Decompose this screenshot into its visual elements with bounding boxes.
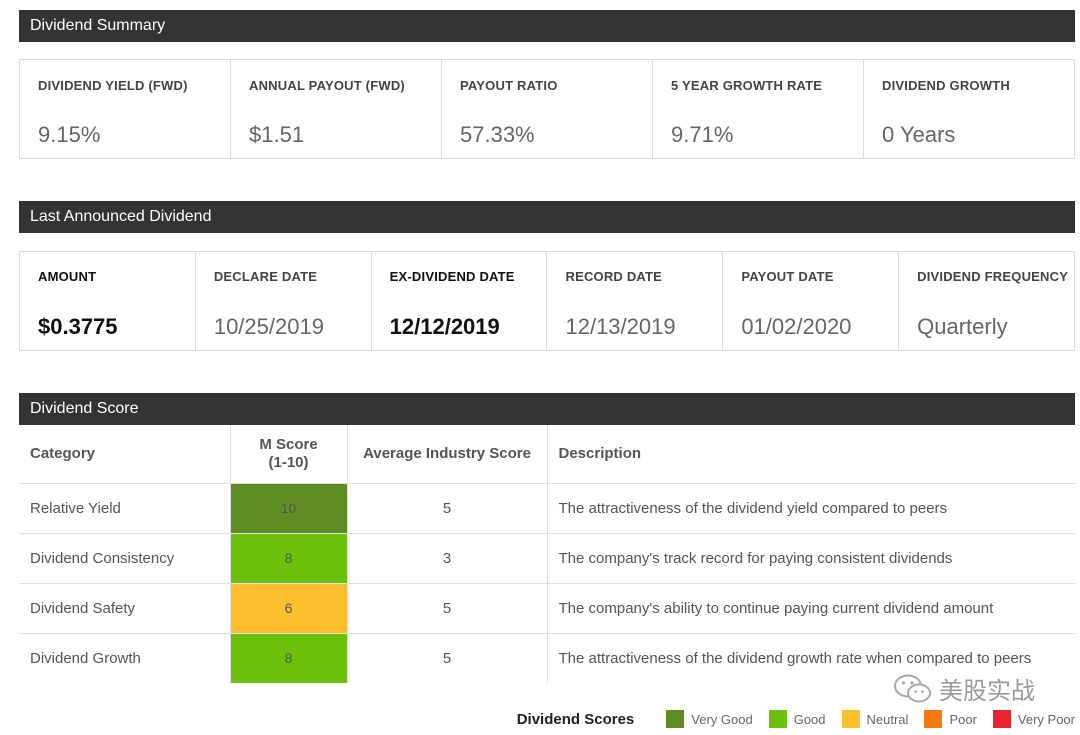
legend-label: Neutral <box>866 711 909 727</box>
stat-label: DIVIDEND FREQUENCY <box>917 269 1069 284</box>
header-m-score-line2: (1-10) <box>268 453 309 471</box>
row-category: Dividend Consistency <box>19 533 230 584</box>
row-description: The company's ability to continue paying… <box>547 583 1075 634</box>
stat-label: 5 YEAR GROWTH RATE <box>671 78 823 93</box>
legend-swatch <box>992 710 1011 728</box>
header-m-score: M Score (1-10) <box>229 425 348 484</box>
watermark-text: 美股实战 <box>939 678 1035 705</box>
legend-label: Very Poor <box>1017 711 1075 727</box>
legend-title: Dividend Scores <box>516 710 635 728</box>
stat-value: 57.33% <box>460 122 535 147</box>
legend-swatch <box>841 710 860 728</box>
row-description: The attractiveness of the dividend yield… <box>547 483 1075 534</box>
stat-label: DIVIDEND GROWTH <box>882 78 1010 93</box>
row-category: Dividend Safety <box>19 583 230 634</box>
stat-label: DECLARE DATE <box>213 269 318 284</box>
stat-value: $1.51 <box>249 122 305 147</box>
table-row: Relative Yield 10 5 The attractiveness o… <box>19 483 1075 534</box>
row-m-score: 6 <box>229 583 348 634</box>
row-m-score: 8 <box>229 633 348 683</box>
section-title: Last Announced Dividend <box>30 208 212 225</box>
stat-payout-date: PAYOUT DATE 01/02/2020 <box>723 252 900 350</box>
dividend-score-table: Category M Score (1-10) Average Industry… <box>19 425 1075 683</box>
header-category: Category <box>19 425 230 484</box>
row-m-score: 8 <box>229 533 348 584</box>
section-title: Dividend Summary <box>30 17 166 34</box>
stat-value: 12/13/2019 <box>565 314 676 339</box>
legend-label: Good <box>793 711 826 727</box>
table-header-row: Category M Score (1-10) Average Industry… <box>19 425 1075 484</box>
stat-value: 9.71% <box>671 122 734 147</box>
stat-label: DIVIDEND YIELD (FWD) <box>38 78 188 93</box>
stat-amount: AMOUNT $0.3775 <box>20 252 196 350</box>
dividend-summary-grid: DIVIDEND YIELD (FWD) 9.15% ANNUAL PAYOUT… <box>19 59 1075 159</box>
stat-value: Quarterly <box>917 314 1008 339</box>
row-category: Relative Yield <box>19 483 230 534</box>
wechat-icon <box>894 674 931 702</box>
stat-value: 0 Years <box>882 122 956 147</box>
stat-label: PAYOUT RATIO <box>460 78 558 93</box>
last-dividend-grid: AMOUNT $0.3775 DECLARE DATE 10/25/2019 E… <box>19 251 1075 351</box>
legend-item-poor: Poor <box>924 710 977 728</box>
stat-5yr-growth: 5 YEAR GROWTH RATE 9.71% <box>653 60 864 158</box>
stat-value: $0.3775 <box>38 314 118 339</box>
stat-value: 9.15% <box>38 122 101 147</box>
stat-dividend-yield: DIVIDEND YIELD (FWD) 9.15% <box>20 60 231 158</box>
legend-swatch <box>924 710 943 728</box>
stat-record-date: RECORD DATE 12/13/2019 <box>547 252 724 350</box>
row-description: The attractiveness of the dividend growt… <box>558 649 1032 667</box>
section-title: Dividend Score <box>30 400 139 417</box>
dividend-summary-header: Dividend Summary <box>19 10 1075 42</box>
stat-value: 01/02/2020 <box>741 314 852 339</box>
header-description: Description <box>547 425 1075 484</box>
table-row: Dividend Safety 6 5 The company's abilit… <box>19 583 1075 634</box>
row-average-score: 5 <box>347 583 548 634</box>
row-average-score: 5 <box>347 633 548 683</box>
row-average-score: 5 <box>347 483 548 534</box>
last-dividend-header: Last Announced Dividend <box>19 201 1075 233</box>
stat-payout-ratio: PAYOUT RATIO 57.33% <box>442 60 653 158</box>
row-category: Dividend Growth <box>30 649 141 667</box>
stat-value: 12/12/2019 <box>389 314 500 339</box>
stat-label: RECORD DATE <box>565 269 663 284</box>
watermark: 美股实战 <box>893 671 1035 706</box>
header-average-industry-score: Average Industry Score <box>347 425 548 484</box>
legend-item-very-good: Very Good <box>666 710 753 728</box>
header-m-score-line1: M Score <box>259 435 318 453</box>
stat-label: PAYOUT DATE <box>741 269 834 284</box>
dividend-score-header: Dividend Score <box>19 393 1075 425</box>
row-description: The company's track record for paying co… <box>547 533 1075 584</box>
row-average-score: 3 <box>347 533 548 584</box>
legend-label: Poor <box>949 711 977 727</box>
table-row: Dividend Consistency 8 3 The company's t… <box>19 533 1075 584</box>
row-m-score: 10 <box>229 483 348 534</box>
stat-label: EX-DIVIDEND DATE <box>389 269 515 284</box>
stat-ex-dividend-date: EX-DIVIDEND DATE 12/12/2019 <box>372 252 548 350</box>
stat-annual-payout: ANNUAL PAYOUT (FWD) $1.51 <box>231 60 442 158</box>
stat-dividend-growth: DIVIDEND GROWTH 0 Years <box>864 60 1074 158</box>
legend-label: Very Good <box>691 711 753 727</box>
dividend-scores-legend: Dividend Scores Very Good Good Neutral P… <box>517 710 1075 728</box>
legend-swatch <box>666 710 685 728</box>
stat-value: 10/25/2019 <box>213 314 324 339</box>
legend-item-good: Good <box>768 710 826 728</box>
table-row: Dividend Growth 8 5 The attractiveness o… <box>19 633 1075 683</box>
stat-declare-date: DECLARE DATE 10/25/2019 <box>196 252 372 350</box>
stat-dividend-frequency: DIVIDEND FREQUENCY Quarterly <box>899 252 1074 350</box>
stat-label: AMOUNT <box>38 269 97 284</box>
stat-label: ANNUAL PAYOUT (FWD) <box>249 78 405 93</box>
legend-item-neutral: Neutral <box>841 710 909 728</box>
legend-swatch <box>768 710 787 728</box>
legend-item-very-poor: Very Poor <box>992 710 1075 728</box>
